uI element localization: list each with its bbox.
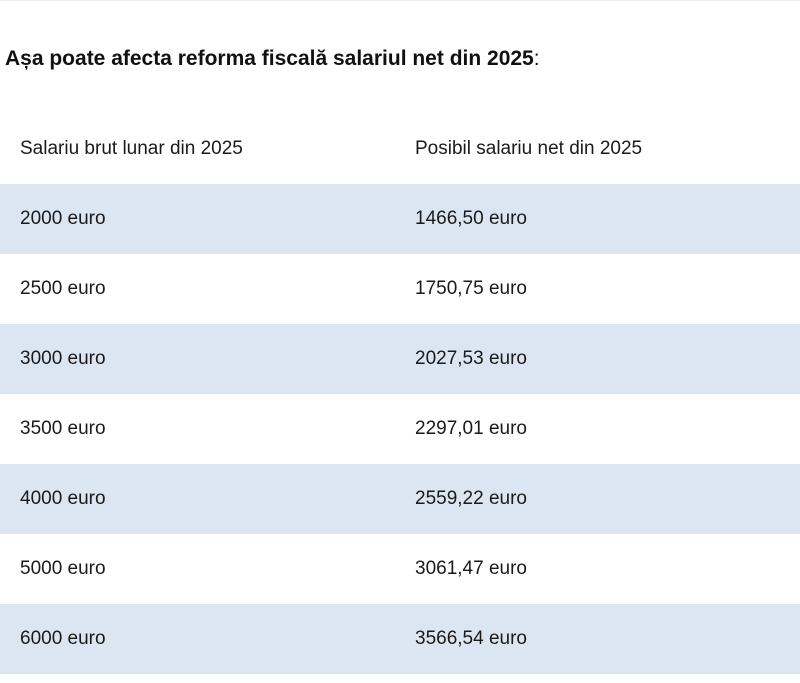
gross-salary-cell: 2000 euro — [20, 208, 106, 229]
net-salary-cell: 2027,53 euro — [415, 348, 527, 369]
net-salary-cell: 3061,47 euro — [415, 558, 527, 579]
page-title-colon: : — [533, 47, 540, 70]
net-salary-cell: 2559,22 euro — [415, 488, 527, 509]
gross-salary-cell: 6000 euro — [20, 628, 106, 649]
table-row: 3000 euro 2027,53 euro — [0, 324, 800, 394]
net-salary-cell: 1466,50 euro — [415, 208, 527, 229]
gross-salary-cell: 2500 euro — [20, 278, 106, 299]
page-title: Așa poate afecta reforma fiscală salariu… — [5, 44, 540, 74]
table-row: 2500 euro 1750,75 euro — [0, 254, 800, 324]
gross-salary-cell: 5000 euro — [20, 558, 106, 579]
gross-salary-cell: 3000 euro — [20, 348, 106, 369]
top-divider — [0, 0, 800, 1]
table-row: 2000 euro 1466,50 euro — [0, 184, 800, 254]
gross-salary-cell: 3500 euro — [20, 418, 106, 439]
net-salary-cell: 1750,75 euro — [415, 278, 527, 299]
page-title-text: Așa poate afecta reforma fiscală salariu… — [5, 47, 534, 70]
table-row: 5000 euro 3061,47 euro — [0, 534, 800, 604]
table-row: 3500 euro 2297,01 euro — [0, 394, 800, 464]
gross-salary-cell: 4000 euro — [20, 488, 106, 509]
header-gross-salary: Salariu brut lunar din 2025 — [20, 138, 243, 159]
table-header-row: Salariu brut lunar din 2025 Posibil sala… — [0, 114, 800, 184]
table-row: 4000 euro 2559,22 euro — [0, 464, 800, 534]
net-salary-cell: 2297,01 euro — [415, 418, 527, 439]
net-salary-cell: 3566,54 euro — [415, 628, 527, 649]
table-row: 6000 euro 3566,54 euro — [0, 604, 800, 674]
header-net-salary: Posibil salariu net din 2025 — [415, 138, 643, 159]
salary-table: Salariu brut lunar din 2025 Posibil sala… — [0, 114, 800, 674]
